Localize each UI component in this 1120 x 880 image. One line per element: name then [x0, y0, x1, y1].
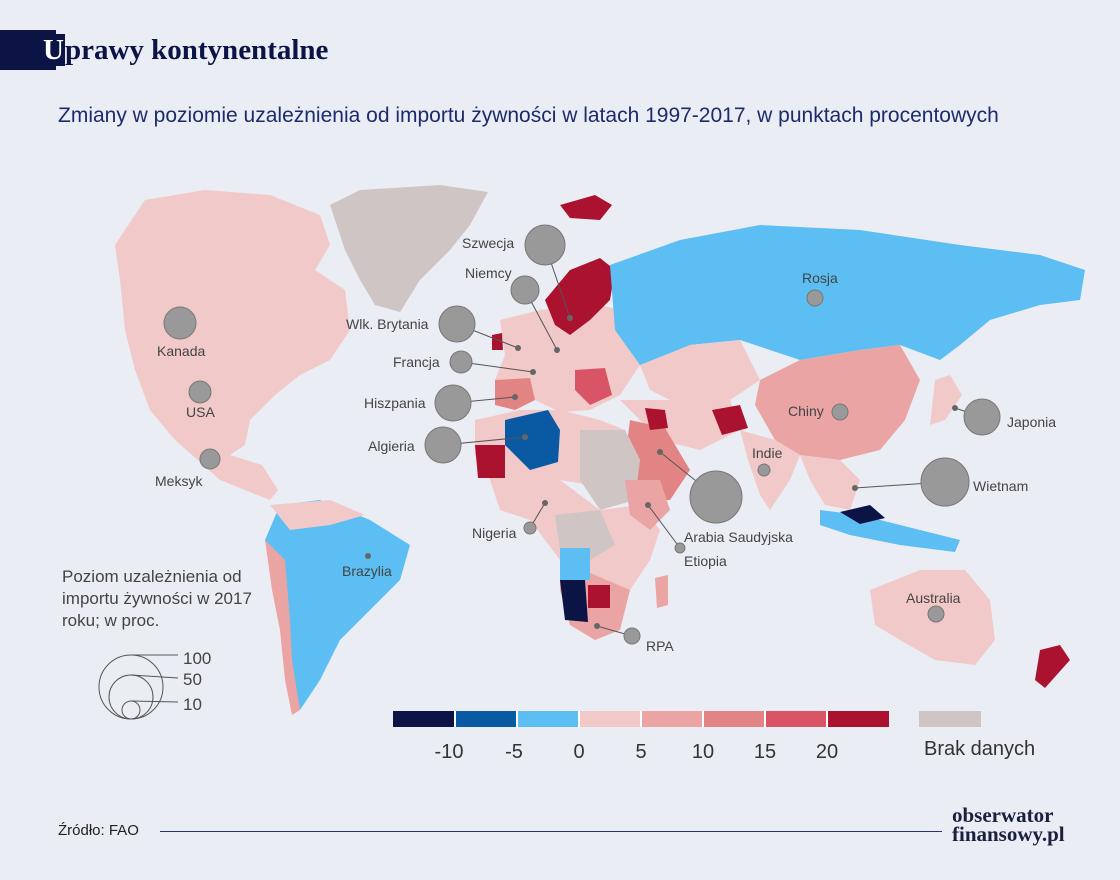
namibia [560, 580, 588, 622]
southeast-asia [800, 455, 860, 510]
bubble-niemcy [510, 275, 540, 305]
scale-tick-15: 15 [754, 741, 776, 763]
label-usa: USA [186, 404, 215, 420]
bubble-szwecja [524, 224, 566, 266]
label-chiny: Chiny [788, 403, 824, 419]
bubble-layer: Szwecja Niemcy Wlk. Brytania Francja His… [155, 224, 1056, 654]
bubble-wlk-brytania [438, 305, 476, 343]
central-asia [640, 340, 760, 400]
size-legend: 100 50 10 [98, 649, 211, 720]
indonesia [820, 510, 960, 552]
algeria [505, 410, 560, 470]
label-rosja: Rosja [802, 270, 838, 286]
afghanistan [712, 405, 748, 435]
label-meksyk: Meksyk [155, 473, 203, 489]
size-legend-title: Poziom uzależnienia od importu żywności … [62, 567, 252, 630]
sahel-no-data [580, 430, 640, 510]
publisher-logo: obserwator finansowy.pl [952, 803, 1065, 846]
subtitle: Zmiany w poziomie uzależnienia od import… [58, 104, 999, 127]
label-algieria: Algieria [368, 438, 415, 454]
angola [560, 548, 590, 580]
northern-south-america [270, 500, 365, 530]
label-francja: Francja [393, 354, 440, 370]
iraq [645, 408, 668, 430]
size-legend-100: 100 [183, 649, 211, 668]
bubble-rosja [806, 289, 824, 307]
bubble-meksyk [199, 448, 221, 470]
central-america [200, 455, 278, 500]
label-szwecja: Szwecja [462, 235, 514, 251]
label-arabia-saudyjska: Arabia Saudyjska [684, 529, 793, 545]
bubble-arabia-saudyjska [689, 470, 743, 524]
andes-strip [265, 540, 300, 715]
botswana [588, 585, 610, 608]
malaysia [840, 505, 885, 524]
scale-tick-5: 5 [635, 741, 646, 763]
label-australia: Australia [906, 590, 961, 606]
scale-tick-20: 20 [816, 741, 838, 763]
size-legend-10: 10 [183, 695, 202, 714]
new-zealand [1035, 645, 1070, 688]
greenland [330, 185, 488, 312]
label-nigeria: Nigeria [472, 525, 517, 541]
south-america [265, 500, 410, 710]
bubble-usa [188, 380, 212, 404]
bubble-francja [449, 350, 473, 374]
scale-tick-10: 10 [692, 741, 714, 763]
bubble-brazylia [365, 553, 371, 559]
page-title: Uprawy kontynentalne [42, 34, 329, 66]
congo-no-data [555, 510, 615, 560]
label-wlk-brytania: Wlk. Brytania [346, 316, 429, 332]
bubble-rpa [623, 627, 641, 645]
bubble-japonia [963, 398, 1001, 436]
scale-tick-minus5: -5 [505, 741, 523, 763]
size-legend-50: 50 [183, 670, 202, 689]
label-kanada: Kanada [157, 343, 205, 359]
bubble-kanada [163, 306, 197, 340]
bubble-hiszpania [434, 384, 472, 422]
bubble-etiopia [674, 542, 686, 554]
no-data-label: Brak danych [924, 738, 1035, 760]
balkans [575, 368, 612, 405]
japan [930, 375, 962, 425]
scandinavia [545, 258, 615, 335]
bubble-australia [927, 605, 945, 623]
bubble-nigeria [523, 521, 537, 535]
label-indie: Indie [752, 445, 783, 461]
russia [610, 225, 1085, 375]
label-wietnam: Wietnam [973, 478, 1028, 494]
ireland [492, 333, 503, 350]
china [755, 345, 920, 460]
bubble-indie [757, 463, 771, 477]
north-america [115, 190, 350, 470]
label-japonia: Japonia [1007, 414, 1056, 430]
label-hiszpania: Hiszpania [364, 395, 426, 411]
svalbard [560, 195, 612, 220]
landmasses [115, 185, 1085, 715]
madagascar [655, 575, 668, 608]
bubble-algieria [424, 426, 462, 464]
bubble-wietnam [920, 457, 970, 507]
label-etiopia: Etiopia [684, 553, 727, 569]
label-brazylia: Brazylia [342, 563, 392, 579]
footer-divider [160, 831, 942, 832]
bubble-chiny [831, 403, 849, 421]
uk [505, 318, 522, 352]
mauritania [475, 445, 505, 478]
color-scale: -10 -5 0 5 10 15 20 Brak danych [393, 711, 1035, 763]
source-note: Źródło: FAO [58, 822, 139, 839]
scale-tick-0: 0 [573, 741, 584, 763]
scale-tick-minus10: -10 [435, 741, 464, 763]
label-niemcy: Niemcy [465, 265, 512, 281]
label-rpa: RPA [646, 638, 674, 654]
